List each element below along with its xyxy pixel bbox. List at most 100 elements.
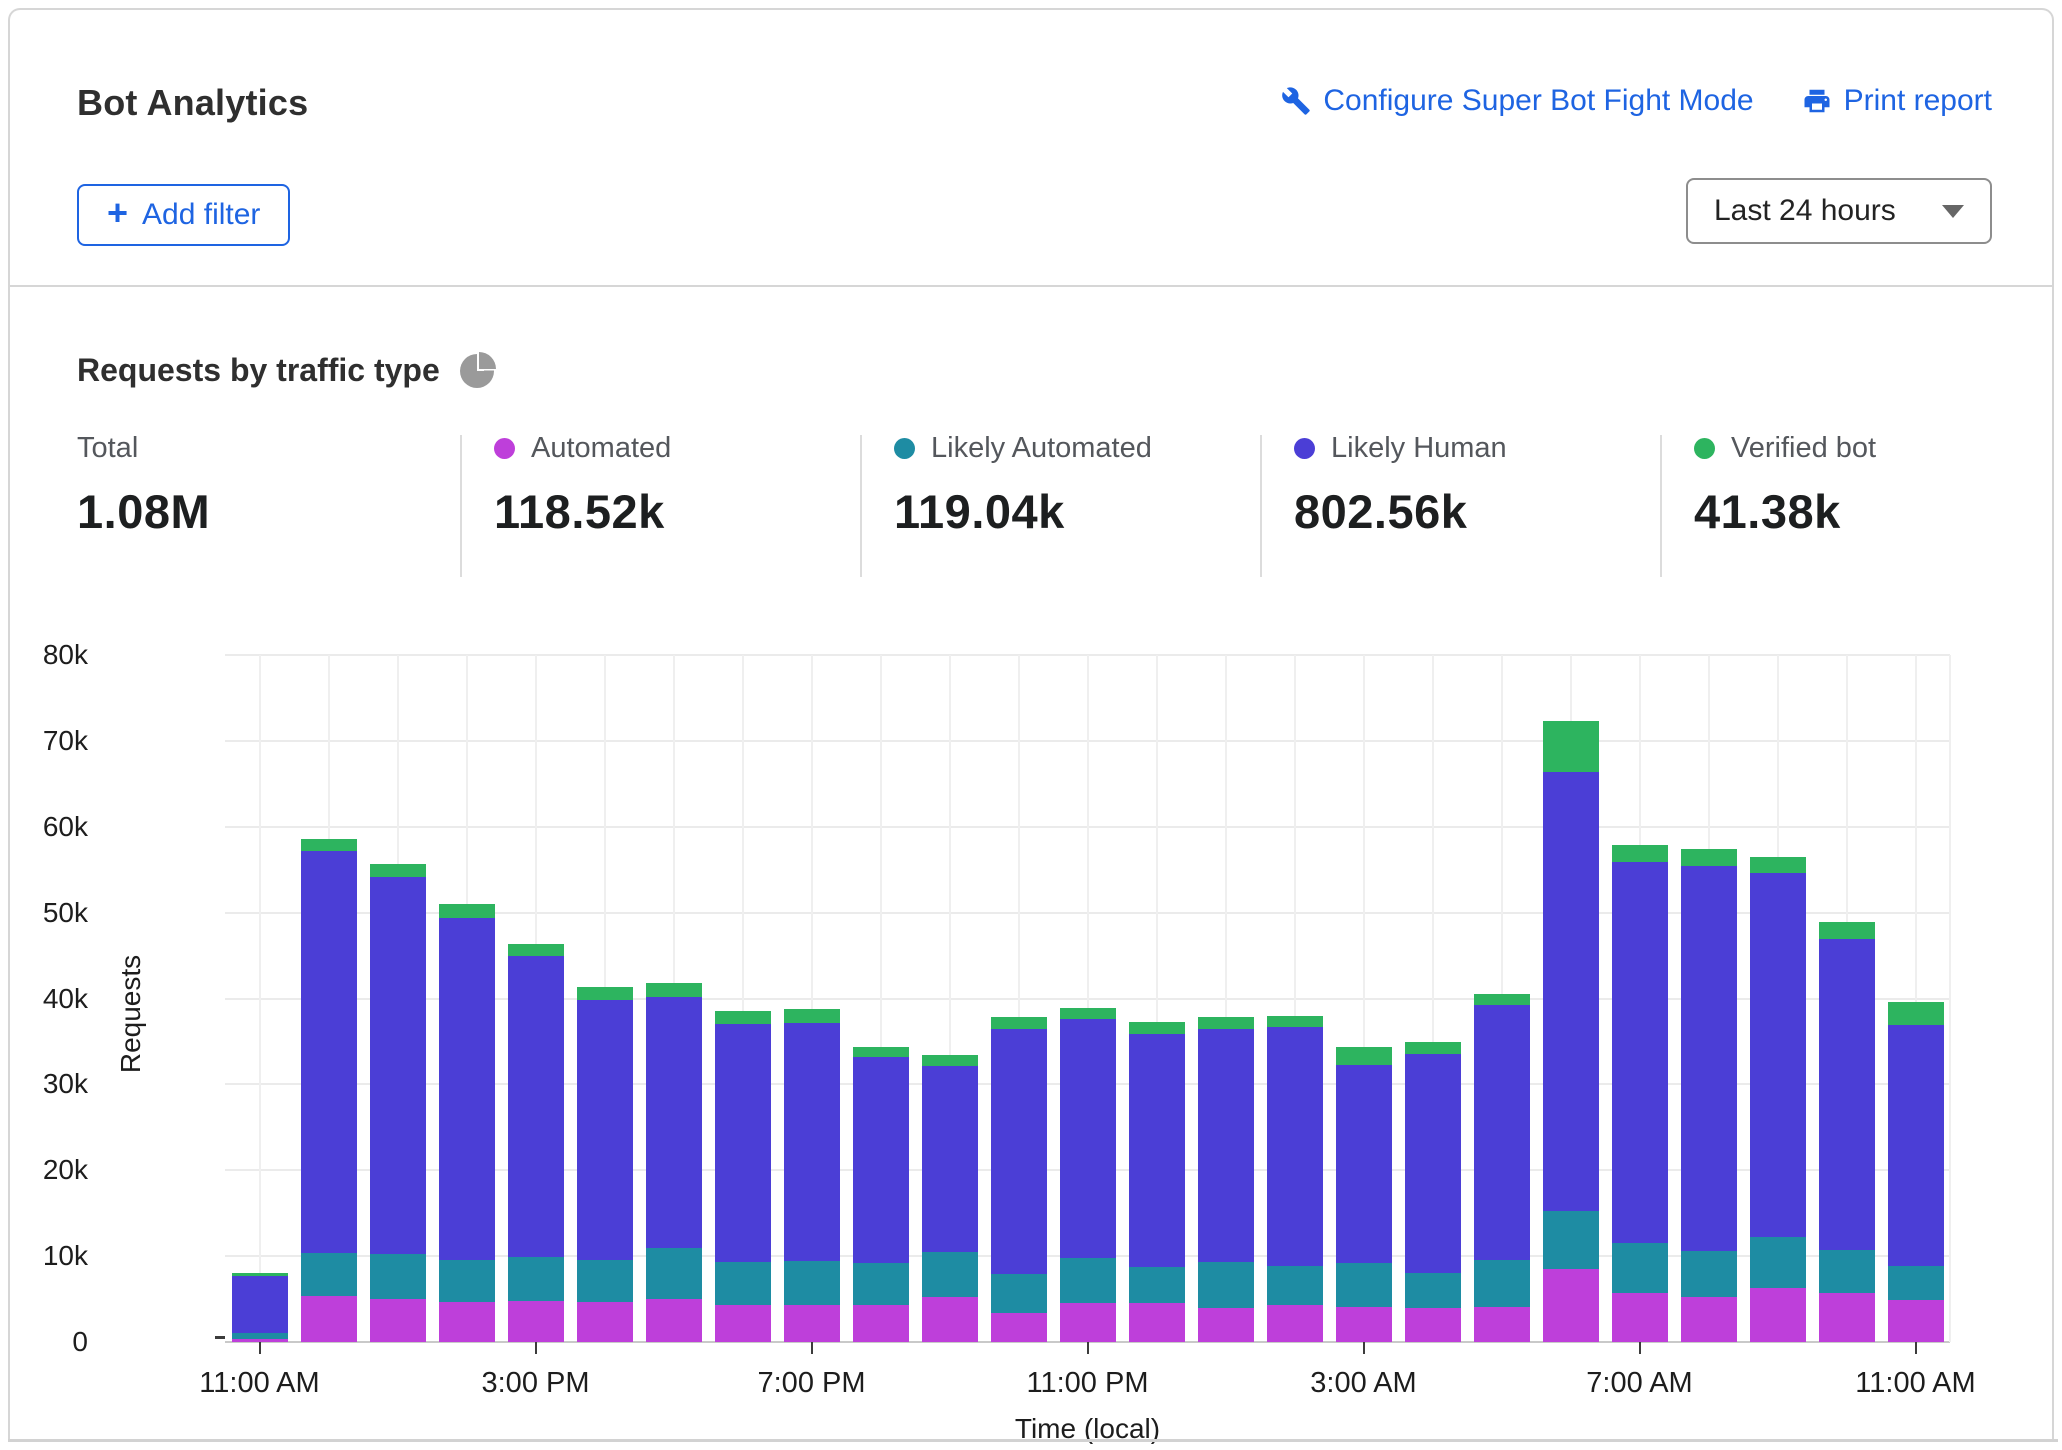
bar-segment-likely-human [508, 956, 564, 1257]
bar-segment-likely-human [577, 1000, 633, 1260]
stacked-bar-hour-10[interactable] [922, 1055, 978, 1342]
stacked-bar-hour-19[interactable] [1543, 721, 1599, 1342]
stat-automated: Automated 118.52k [494, 430, 671, 539]
stat-likely-automated-value: 119.04k [894, 484, 1152, 539]
bar-segment-likely-automated [784, 1261, 840, 1305]
bar-segment-automated [577, 1302, 633, 1342]
x-gridline [1949, 655, 1951, 1342]
print-link-label: Print report [1844, 84, 1992, 118]
stacked-bar-hour-6[interactable] [646, 983, 702, 1342]
configure-super-bot-fight-mode-link[interactable]: Configure Super Bot Fight Mode [1281, 84, 1753, 118]
bar-segment-likely-automated [1129, 1267, 1185, 1302]
bar-segment-likely-automated [577, 1260, 633, 1301]
verified-bot-legend-dot [1694, 438, 1715, 459]
automated-legend-dot [494, 438, 515, 459]
bar-segment-likely-automated [1750, 1237, 1806, 1288]
bar-segment-likely-human [1198, 1029, 1254, 1262]
bar-segment-verified-bot [1336, 1047, 1392, 1064]
page-title: Bot Analytics [77, 82, 308, 124]
bar-segment-automated [1336, 1307, 1392, 1342]
stat-verified-bot-value: 41.38k [1694, 484, 1876, 539]
y-tick-label: 50k [0, 897, 88, 929]
stat-divider [1660, 435, 1662, 577]
bar-segment-likely-automated [370, 1254, 426, 1299]
bar-segment-likely-automated [1336, 1263, 1392, 1307]
stacked-bar-hour-18[interactable] [1474, 994, 1530, 1342]
stacked-bar-hour-5[interactable] [577, 987, 633, 1343]
stacked-bar-hour-4[interactable] [508, 944, 564, 1342]
y-tick-label: 0 [0, 1326, 88, 1358]
bar-segment-likely-human [1543, 772, 1599, 1212]
bar-segment-automated [439, 1302, 495, 1342]
y-axis-zero-tick [215, 1336, 225, 1339]
wrench-icon [1281, 86, 1311, 116]
stacked-bar-hour-1[interactable] [301, 839, 357, 1342]
x-tick-label: 3:00 AM [1254, 1367, 1474, 1400]
bar-segment-likely-automated [1198, 1262, 1254, 1308]
stacked-bar-hour-11[interactable] [991, 1017, 1047, 1342]
stacked-bar-hour-14[interactable] [1198, 1017, 1254, 1342]
stacked-bar-hour-24[interactable] [1888, 1002, 1944, 1342]
bar-segment-likely-human [1681, 866, 1737, 1251]
stacked-bar-hour-12[interactable] [1060, 1008, 1116, 1342]
y-axis-title: Requests [115, 955, 147, 1073]
stacked-bar-hour-17[interactable] [1405, 1042, 1461, 1342]
stacked-bar-hour-7[interactable] [715, 1011, 771, 1342]
x-axis-tick [1087, 1342, 1089, 1354]
pie-chart-icon [460, 354, 494, 388]
bar-segment-likely-automated [301, 1253, 357, 1296]
bar-segment-likely-human [1819, 939, 1875, 1250]
bar-segment-likely-human [1405, 1054, 1461, 1273]
bar-segment-likely-human [1336, 1065, 1392, 1263]
bar-segment-likely-human [853, 1057, 909, 1263]
chart-plot-area: 010k20k30k40k50k60k70k80k11:00 AM3:00 PM… [225, 655, 1950, 1342]
bar-segment-likely-human [1267, 1027, 1323, 1266]
stacked-bar-hour-8[interactable] [784, 1009, 840, 1342]
stacked-bar-hour-3[interactable] [439, 904, 495, 1342]
stacked-bar-hour-16[interactable] [1336, 1047, 1392, 1342]
bar-segment-verified-bot [784, 1009, 840, 1023]
bar-segment-likely-automated [1681, 1251, 1737, 1297]
bar-segment-automated [1198, 1308, 1254, 1342]
stacked-bar-hour-2[interactable] [370, 864, 426, 1342]
bar-segment-automated [646, 1299, 702, 1342]
bar-segment-verified-bot [922, 1055, 978, 1065]
bar-segment-verified-bot [991, 1017, 1047, 1029]
bar-segment-verified-bot [577, 987, 633, 1001]
bar-segment-automated [1129, 1303, 1185, 1343]
stat-automated-label: Automated [531, 432, 671, 465]
stacked-bar-hour-9[interactable] [853, 1047, 909, 1342]
bar-segment-verified-bot [1129, 1022, 1185, 1034]
stacked-bar-hour-0[interactable] [232, 1273, 288, 1342]
print-report-link[interactable]: Print report [1802, 84, 1992, 118]
stacked-bar-hour-20[interactable] [1612, 845, 1668, 1342]
likely-automated-legend-dot [894, 438, 915, 459]
stat-likely-human: Likely Human 802.56k [1294, 430, 1507, 539]
add-filter-label: Add filter [142, 198, 260, 232]
bar-segment-automated [508, 1301, 564, 1342]
bar-segment-likely-automated [1060, 1258, 1116, 1303]
bar-segment-automated [1543, 1269, 1599, 1342]
stacked-bar-hour-21[interactable] [1681, 849, 1737, 1342]
bar-segment-likely-human [1750, 873, 1806, 1237]
add-filter-button[interactable]: + Add filter [77, 184, 290, 246]
stat-likely-automated: Likely Automated 119.04k [894, 430, 1152, 539]
stat-total-value: 1.08M [77, 484, 210, 539]
bar-segment-likely-human [439, 918, 495, 1260]
bar-segment-automated [784, 1305, 840, 1342]
stacked-bar-hour-22[interactable] [1750, 857, 1806, 1342]
bar-segment-automated [1819, 1293, 1875, 1342]
stat-verified-bot: Verified bot 41.38k [1694, 430, 1876, 539]
bar-segment-likely-automated [1267, 1266, 1323, 1306]
bar-segment-verified-bot [439, 904, 495, 918]
bar-segment-automated [1267, 1305, 1323, 1342]
stacked-bar-hour-15[interactable] [1267, 1016, 1323, 1342]
printer-icon [1802, 86, 1832, 116]
x-tick-label: 11:00 AM [150, 1367, 370, 1400]
likely-human-legend-dot [1294, 438, 1315, 459]
stacked-bar-hour-23[interactable] [1819, 922, 1875, 1342]
y-tick-label: 80k [0, 639, 88, 671]
time-range-dropdown[interactable]: Last 24 hours [1686, 178, 1992, 244]
stacked-bar-hour-13[interactable] [1129, 1022, 1185, 1342]
configure-link-label: Configure Super Bot Fight Mode [1323, 84, 1753, 118]
